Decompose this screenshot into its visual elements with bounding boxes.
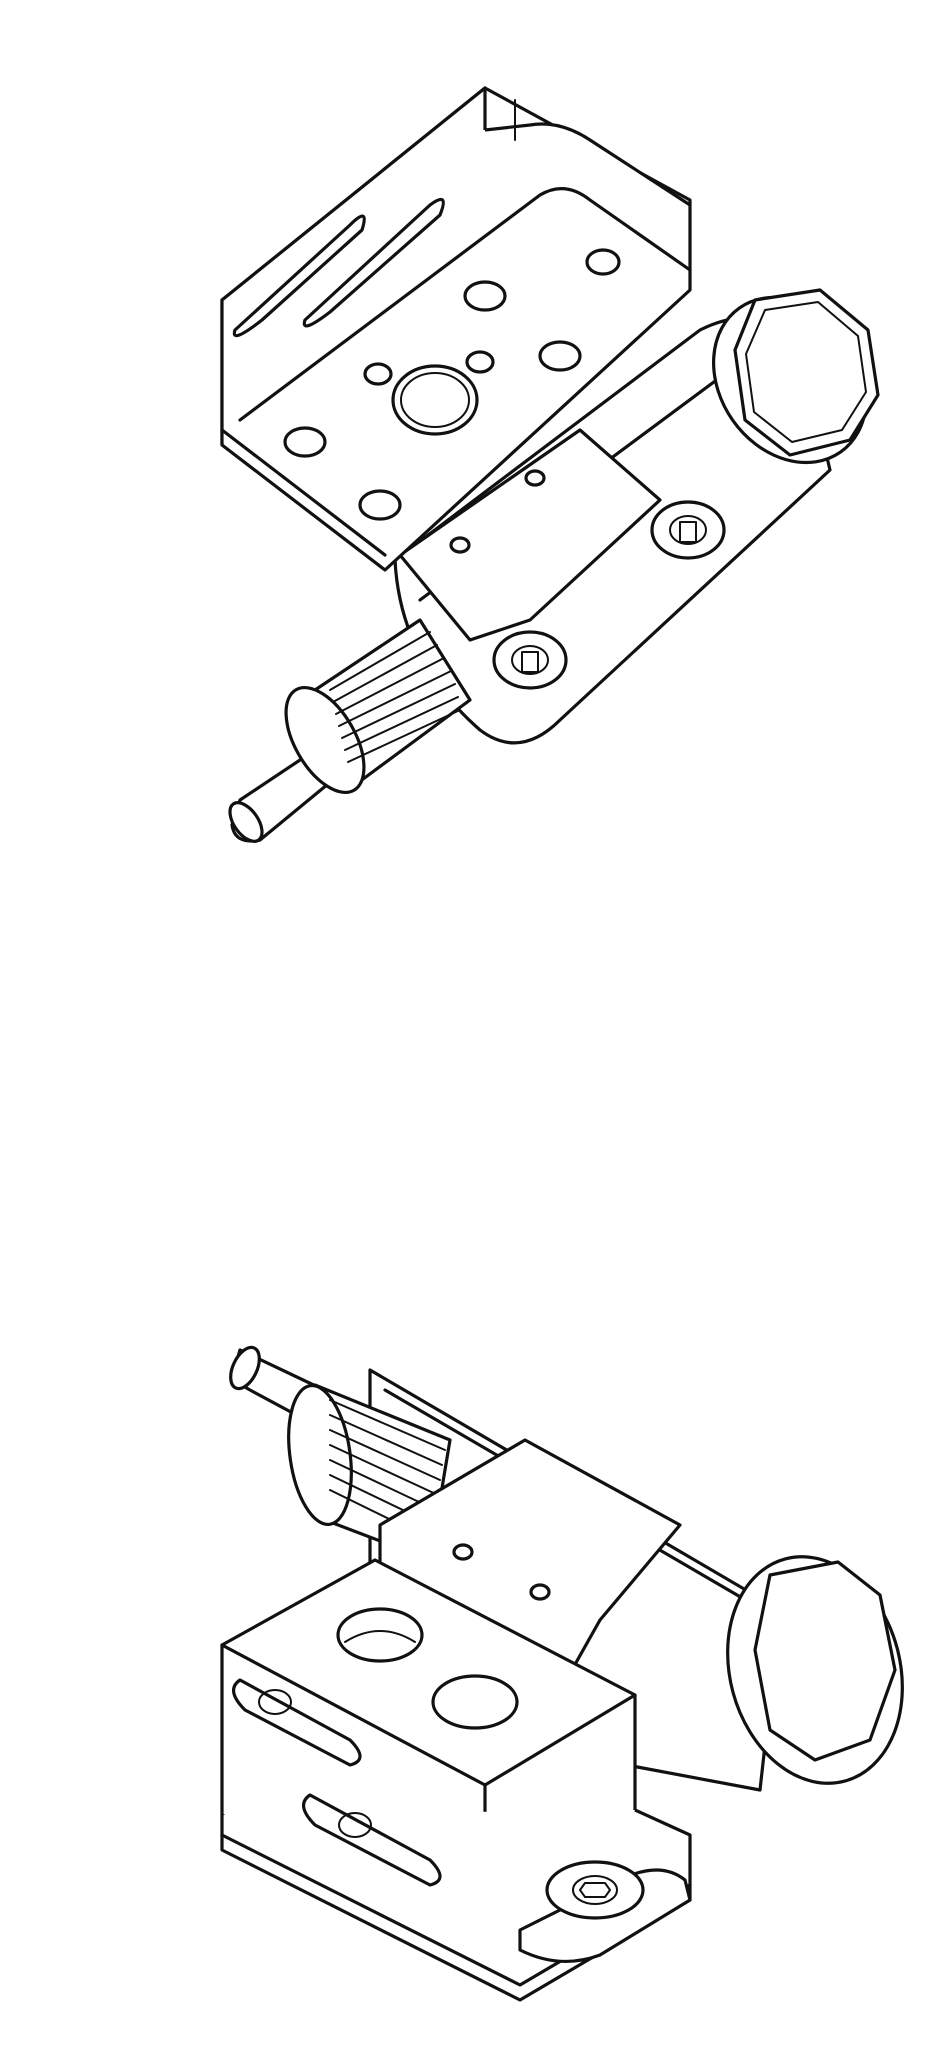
- assembly-view-bottom-drawing: [220, 1345, 904, 2002]
- mounting-screw: [650, 500, 726, 560]
- adjustment-slot: [302, 197, 445, 328]
- mounting-screw: [492, 630, 568, 690]
- bracket-block: [220, 86, 692, 572]
- motor-end-cap: [726, 1555, 904, 1785]
- assembly-view-top-drawing: [220, 86, 880, 843]
- motor-plate: [398, 428, 662, 642]
- assembly-view-top: [0, 0, 951, 880]
- bracket-holes: [283, 248, 621, 521]
- toothed-pulley: [284, 618, 472, 795]
- assembly-view-bottom: [0, 1290, 951, 2048]
- adjustment-slot: [302, 1793, 442, 1887]
- adjustment-slot: [232, 214, 366, 338]
- mounting-screw: [545, 1860, 645, 1920]
- bracket-holes: [336, 1607, 519, 1730]
- motor-end-cap: [712, 288, 880, 465]
- bracket-block: [220, 1558, 692, 2002]
- adjustment-slot: [232, 1678, 362, 1767]
